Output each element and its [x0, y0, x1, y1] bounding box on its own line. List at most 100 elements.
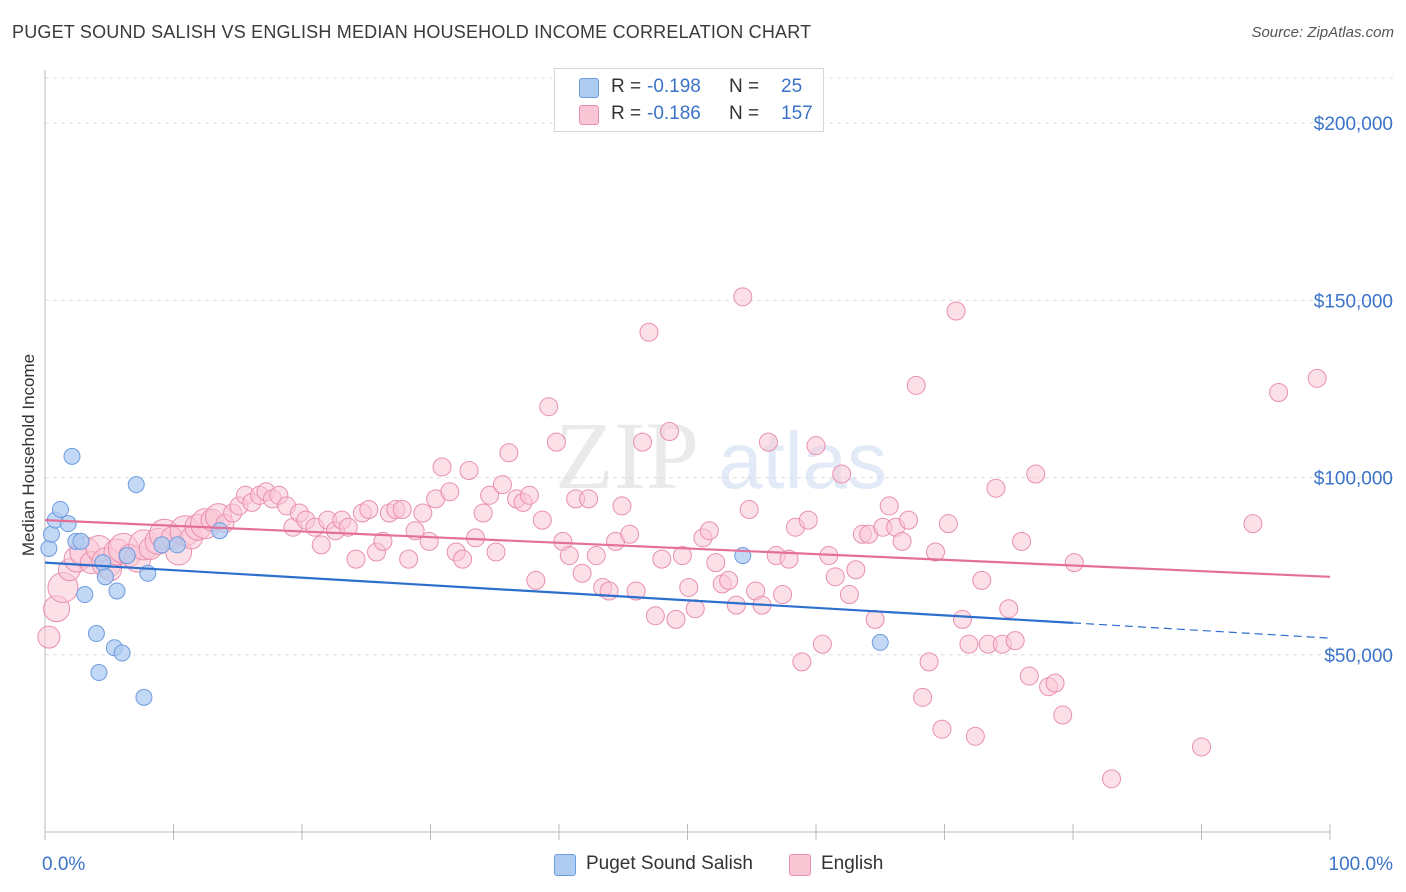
english-point — [959, 634, 979, 654]
watermark-atlas: atlas — [718, 416, 887, 505]
english-point — [539, 397, 559, 417]
english-point — [892, 531, 912, 551]
english-point — [626, 581, 646, 601]
english-point — [311, 535, 331, 555]
salish-point — [40, 539, 58, 557]
english-point — [1045, 673, 1065, 693]
salish-point — [72, 532, 90, 550]
english-point — [486, 542, 506, 562]
english-point — [832, 464, 852, 484]
english-point — [586, 546, 606, 566]
english-point — [526, 570, 546, 590]
axes — [44, 70, 1331, 840]
english-point — [419, 531, 439, 551]
english-point — [633, 432, 653, 452]
x-tick-label: 0.0% — [42, 854, 85, 875]
x-tick-label: 100.0% — [1329, 854, 1394, 875]
stats-legend: R = -0.198 N = 25 R = -0.186 N = 157 — [554, 68, 824, 132]
english-point — [932, 719, 952, 739]
salish-point — [108, 582, 126, 600]
english-points — [37, 287, 1327, 789]
salish-point — [76, 586, 94, 604]
english-point — [825, 567, 845, 587]
english-point — [639, 322, 659, 342]
english-point — [1064, 553, 1084, 573]
trend-lines — [44, 519, 1331, 639]
legend-r-label: R = — [611, 103, 642, 124]
salish-point — [87, 625, 105, 643]
english-point — [1026, 464, 1046, 484]
english-point — [965, 726, 985, 746]
english-point — [620, 524, 640, 544]
salish-trend-line — [44, 561, 1074, 624]
legend-n-value: 25 — [781, 76, 803, 97]
english-point — [986, 478, 1006, 498]
english-point — [346, 549, 366, 569]
legend-n-label: N = — [729, 103, 760, 124]
english-point — [706, 553, 726, 573]
chart-title: PUGET SOUND SALISH VS ENGLISH MEDIAN HOU… — [12, 22, 812, 42]
english-point — [1012, 531, 1032, 551]
english-point — [726, 595, 746, 615]
watermark: ZIP atlas — [555, 402, 887, 509]
english-point — [685, 599, 705, 619]
english-point — [733, 287, 753, 307]
english-point — [473, 503, 493, 523]
salish-point — [94, 554, 112, 572]
english-point — [559, 546, 579, 566]
english-point — [946, 301, 966, 321]
bottom-legend-label-english: English — [821, 853, 884, 874]
bottom-legend-salish: Puget Sound Salish — [554, 852, 764, 876]
legend-row-salish: R = -0.198 N = 25 — [573, 75, 813, 99]
english-point — [906, 375, 926, 395]
english-point — [392, 499, 412, 519]
english-trend-line — [44, 519, 1331, 578]
english-point — [938, 514, 958, 534]
english-point — [792, 652, 812, 672]
salish-point — [42, 525, 60, 543]
english-point — [972, 570, 992, 590]
english-point — [572, 563, 592, 583]
english-point — [672, 546, 692, 566]
english-point — [413, 503, 433, 523]
tick-labels: $50,000 $100,000 $150,000 $200,000 0.0% 100.0… — [42, 114, 1393, 875]
english-point — [899, 510, 919, 530]
english-point — [1307, 368, 1327, 388]
english-point — [839, 585, 859, 605]
bottom-legend-swatch-english — [789, 854, 811, 876]
english-point — [359, 499, 379, 519]
salish-point — [127, 476, 145, 494]
salish-point — [118, 547, 136, 565]
english-point — [373, 531, 393, 551]
english-point — [579, 489, 599, 509]
y-axis-label: Median Household Income — [19, 354, 38, 556]
english-point — [1053, 705, 1073, 725]
english-point — [758, 432, 778, 452]
english-point — [1269, 383, 1289, 403]
english-point — [666, 609, 686, 629]
salish-point — [113, 644, 131, 662]
english-point — [865, 609, 885, 629]
english-point — [440, 482, 460, 502]
legend-n-value: 157 — [781, 103, 813, 124]
english-point — [399, 549, 419, 569]
legend-n-label: N = — [729, 76, 760, 97]
legend-r-value: -0.186 — [647, 103, 701, 124]
salish-point — [211, 522, 229, 540]
salish-point — [168, 536, 186, 554]
english-point — [660, 422, 680, 442]
english-point — [952, 609, 972, 629]
bottom-legend-english: English — [789, 852, 899, 876]
legend-r-label: R = — [611, 76, 642, 97]
legend-row-english: R = -0.186 N = 157 — [573, 102, 813, 126]
y-tick-label: $200,000 — [1314, 114, 1393, 135]
english-point — [719, 570, 739, 590]
english-point — [699, 521, 719, 541]
english-point — [645, 606, 665, 626]
y-tick-label: $100,000 — [1314, 469, 1393, 490]
english-point — [652, 549, 672, 569]
salish-point — [90, 664, 108, 682]
english-point — [546, 432, 566, 452]
english-point — [812, 634, 832, 654]
english-point — [432, 457, 452, 477]
